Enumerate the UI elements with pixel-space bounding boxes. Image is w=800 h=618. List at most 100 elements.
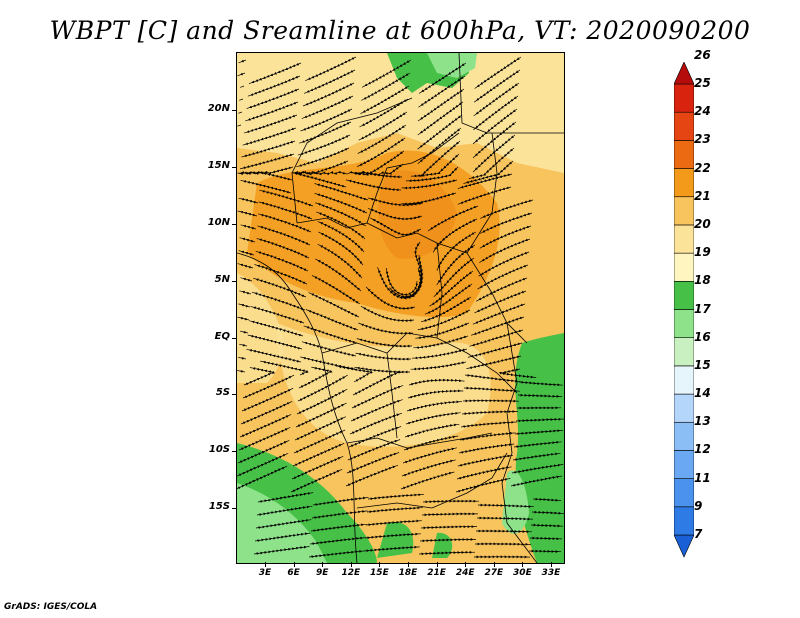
- streamline: [308, 550, 365, 559]
- colorbar-label-13: 13: [694, 414, 711, 429]
- colorbar-segment: [674, 421, 694, 451]
- lat-tick: [232, 394, 237, 395]
- lat-tick: [232, 110, 237, 111]
- colorbar-label-24: 24: [694, 104, 711, 119]
- streamline: [364, 532, 421, 540]
- streamline: [518, 380, 563, 387]
- streamline: [531, 510, 564, 515]
- colorbar-label-16: 16: [694, 329, 711, 344]
- streamline: [363, 545, 420, 553]
- lon-tick: [436, 562, 438, 567]
- streamline: [237, 72, 246, 77]
- streamline: [422, 499, 479, 504]
- streamline: [238, 59, 247, 64]
- lat-label-10n: 10N: [207, 217, 230, 228]
- streamline: [250, 306, 305, 324]
- colorbar-segment: [674, 450, 694, 479]
- streamline: [240, 330, 249, 334]
- streamline: [240, 85, 245, 88]
- streamline: [475, 542, 532, 546]
- streamline: [254, 532, 311, 542]
- streamline: [311, 510, 368, 519]
- streamline: [459, 431, 516, 441]
- streamline: [237, 316, 250, 321]
- lon-tick: [379, 562, 381, 567]
- lat-label-15n: 15N: [207, 160, 230, 171]
- streamline: [238, 250, 255, 256]
- streamline: [476, 529, 533, 534]
- streamline: [237, 465, 288, 490]
- streamline: [455, 478, 511, 493]
- lon-tick: [265, 562, 266, 567]
- lat-label-15s: 15S: [208, 501, 230, 512]
- streamline: [467, 342, 523, 358]
- streamline: [406, 400, 463, 412]
- colorbar-extend-low: [674, 534, 694, 558]
- lon-label-30e: 30E: [513, 568, 532, 578]
- streamline: [513, 440, 562, 449]
- streamline: [458, 443, 515, 454]
- streamline: [257, 492, 314, 503]
- streamline: [461, 410, 518, 416]
- streamlines: [237, 56, 564, 559]
- lat-tick: [232, 167, 237, 168]
- streamline: [517, 393, 563, 398]
- streamline: [457, 173, 513, 189]
- colorbar-segment: [674, 111, 694, 141]
- streamline: [367, 208, 423, 221]
- streamline: [312, 496, 369, 506]
- streamline: [237, 171, 293, 181]
- streamline: [347, 170, 403, 179]
- streamline: [237, 370, 246, 373]
- streamline: [356, 338, 413, 348]
- lon-label-15e: 15E: [370, 568, 389, 578]
- streamline: [460, 420, 517, 428]
- streamline: [365, 519, 422, 527]
- colorbar-label-21: 21: [694, 188, 711, 203]
- streamline: [355, 352, 412, 361]
- streamline: [345, 179, 402, 192]
- streamline: [237, 263, 254, 269]
- streamline: [529, 536, 563, 541]
- streamline: [290, 468, 343, 493]
- colorbar-label-26: 26: [694, 47, 711, 62]
- lon-label-12e: 12E: [341, 568, 361, 578]
- lon-tick: [293, 562, 295, 567]
- streamline: [238, 357, 247, 360]
- colorbar-label-19: 19: [694, 245, 711, 260]
- colorbar-label-14: 14: [694, 386, 711, 401]
- streamline: [247, 334, 303, 350]
- streamline: [303, 325, 358, 344]
- lat-tick: [232, 224, 237, 225]
- lon-tick: [493, 562, 495, 567]
- colorbar-segment: [674, 337, 694, 367]
- colorbar-label-25: 25: [694, 76, 711, 90]
- streamline: [410, 361, 467, 371]
- lon-tick: [350, 562, 352, 567]
- colorbar-segment: [674, 83, 694, 113]
- streamline: [253, 545, 310, 555]
- streamline: [477, 516, 534, 521]
- colorbar-segment: [674, 478, 694, 508]
- lon-tick: [522, 562, 524, 567]
- streamline: [510, 475, 563, 487]
- streamline: [345, 464, 399, 487]
- lon-label-9e: 9E: [315, 568, 329, 578]
- colorbar-extend-high: [674, 62, 694, 85]
- streamline: [515, 417, 564, 423]
- streamline: [405, 411, 461, 425]
- colorbar-label-11: 11: [694, 470, 711, 485]
- streamline: [239, 290, 252, 295]
- streamline: [238, 111, 243, 114]
- lat-tick: [232, 338, 237, 339]
- lat-tick: [232, 508, 237, 509]
- colorbar-segment: [674, 506, 694, 536]
- lat-label-20n: 20N: [207, 103, 230, 114]
- streamline: [463, 386, 520, 393]
- lat-label-5n: 5N: [214, 274, 230, 285]
- streamline: [367, 493, 424, 501]
- streamline: [301, 341, 357, 357]
- streamline: [366, 506, 423, 514]
- colorbar-segment: [674, 224, 694, 254]
- streamline: [457, 454, 513, 467]
